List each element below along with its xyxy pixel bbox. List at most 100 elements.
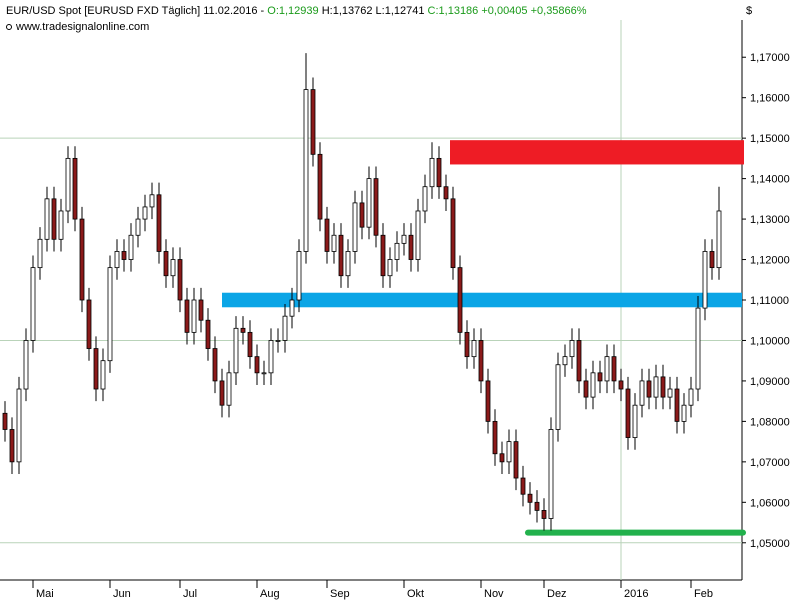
x-tick-label: 2016 [624, 588, 648, 600]
candle-body [450, 198, 456, 269]
candle-body [128, 234, 134, 260]
x-tick-label: Aug [260, 588, 280, 600]
candle-body [359, 202, 365, 228]
candle-body [51, 198, 57, 240]
candle-body [366, 178, 372, 228]
candle-body [499, 453, 505, 463]
candle-body [534, 501, 540, 511]
candle-body [275, 340, 281, 342]
candle-body [79, 218, 85, 301]
candle-body [611, 356, 617, 382]
candle-body [247, 331, 253, 358]
level-zone [525, 529, 746, 536]
x-tick-label: Dez [547, 588, 567, 600]
candle-body [688, 388, 694, 406]
y-tick-label: 1,13000 [750, 214, 790, 226]
candle-body [16, 388, 22, 463]
candle-body [23, 340, 29, 390]
candle-body [443, 186, 449, 200]
candle-body [401, 234, 407, 244]
candle-body [548, 429, 554, 519]
candle-body [380, 234, 386, 277]
candle-body [331, 234, 337, 252]
level-zone [450, 140, 744, 165]
candle-body [268, 340, 274, 374]
candle-body [373, 178, 379, 236]
x-tick-label: Nov [484, 588, 504, 600]
y-tick-label: 1,12000 [750, 255, 790, 267]
x-tick-label: Mai [36, 588, 54, 600]
candle-body [170, 259, 176, 277]
candle-body [289, 299, 295, 317]
candle-body [639, 380, 645, 406]
candle-body [296, 251, 302, 301]
x-tick-label: Jun [113, 588, 131, 600]
candle-body [716, 210, 722, 269]
y-tick-label: 1,10000 [750, 335, 790, 347]
candle-body [562, 356, 568, 366]
source: www.tradesignalonline.com [15, 21, 149, 33]
y-tick-label: 1,06000 [750, 497, 790, 509]
candle-body [415, 210, 421, 260]
y-tick-label: 1,09000 [750, 376, 790, 388]
candle-body [345, 251, 351, 277]
candle-body [457, 267, 463, 333]
candle-body [30, 267, 36, 341]
candle-body [107, 267, 113, 362]
candle-body [212, 348, 218, 382]
chart-title: EUR/USD Spot [EURUSD FXD Täglich] 11.02.… [6, 5, 265, 17]
candle-body [702, 251, 708, 309]
candle-body [317, 153, 323, 220]
candle-body [464, 331, 470, 358]
candle-body [667, 388, 673, 398]
candle-body [387, 259, 393, 277]
x-tick-label: Feb [694, 588, 713, 600]
close-label: C:1,13186 +0,00405 +0,35866% [428, 5, 587, 17]
candle-body [583, 380, 589, 398]
candle-body [408, 234, 414, 260]
candle-body [485, 380, 491, 422]
candle-body [121, 251, 127, 260]
y-tick-label: 1,08000 [750, 416, 790, 428]
candle-body [569, 340, 575, 358]
candle-body [135, 218, 141, 236]
candle-body [205, 319, 211, 349]
y-tick-label: 1,11000 [750, 295, 789, 307]
candle-body [506, 441, 512, 463]
candle-body [233, 327, 239, 374]
candle-body [576, 340, 582, 382]
candle-body [303, 89, 309, 252]
candle-body [478, 340, 484, 382]
candle-body [86, 299, 92, 349]
candle-body [114, 251, 120, 269]
candle-body [597, 372, 603, 382]
candle-body [590, 372, 596, 398]
candle-body [618, 380, 624, 390]
candle-body [163, 251, 169, 277]
candle-body [660, 376, 666, 398]
candle-body [436, 157, 442, 188]
candle-body [632, 404, 638, 438]
candle-body [625, 388, 631, 438]
candle-body [219, 380, 225, 406]
candle-body [226, 372, 232, 406]
y-tick-label: 1,17000 [750, 52, 790, 64]
candle-body [100, 360, 106, 390]
candle-body [72, 157, 78, 220]
candle-body [58, 210, 64, 240]
candle-body [37, 238, 43, 269]
candle-body [191, 299, 197, 333]
candle-body [646, 380, 652, 398]
candle-body [184, 299, 190, 333]
candle-body [604, 356, 610, 382]
candle-body [520, 477, 526, 495]
candle-body [338, 234, 344, 277]
candle-body [527, 493, 533, 503]
header: EUR/USD Spot [EURUSD FXD Täglich] 11.02.… [6, 5, 587, 17]
y-tick-label: 1,14000 [750, 174, 790, 186]
candle-body [555, 364, 561, 430]
candle-body [156, 194, 162, 252]
candle-body [513, 441, 519, 479]
candle-body [471, 340, 477, 358]
